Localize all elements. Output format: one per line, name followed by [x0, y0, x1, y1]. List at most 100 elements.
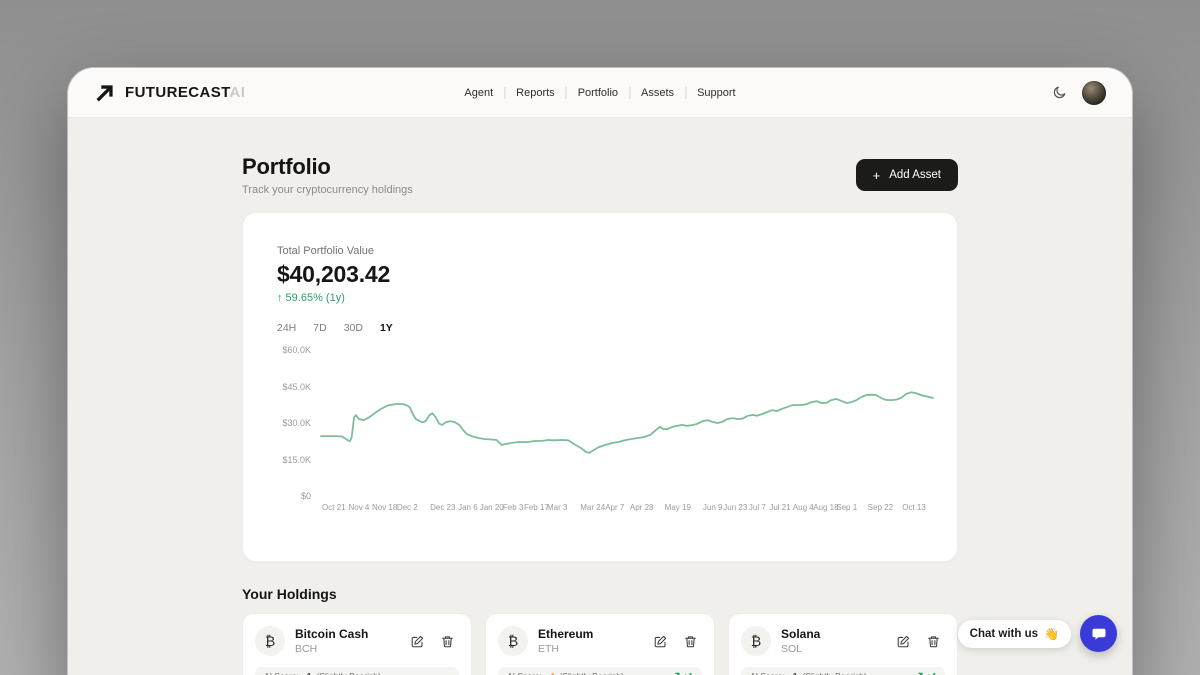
nav-item-assets[interactable]: Assets — [641, 86, 675, 99]
arrow-up-right-logo-icon — [96, 84, 113, 102]
nav-separator — [565, 86, 567, 99]
trash-icon — [928, 635, 939, 647]
chat-button[interactable] — [1080, 615, 1117, 652]
x-axis-label: Feb 17 — [523, 503, 549, 512]
time-range-tabs: 24H 7D 30D 1Y — [277, 322, 933, 334]
score-trend-value: +1 — [683, 671, 693, 675]
coin-icon: ₿ — [498, 626, 528, 656]
user-avatar[interactable] — [1082, 80, 1106, 105]
y-axis-label: $15.0K — [282, 454, 311, 465]
ai-score-badge: AI Score: -1 (Slightly Bearish) — [255, 667, 459, 675]
x-axis-label: Sep 1 — [836, 503, 858, 512]
total-value-change: ↑ 59.65% (1y) — [277, 292, 345, 304]
y-axis-label: $45.0K — [282, 381, 311, 392]
chat-pill-label: Chat with us — [969, 627, 1039, 640]
main-nav: Agent Reports Portfolio Assets Support — [464, 86, 736, 99]
moon-icon — [1053, 86, 1066, 99]
y-axis-label: $0 — [300, 491, 311, 501]
score-trend: +4 — [912, 671, 936, 675]
delete-holding-button[interactable] — [925, 633, 942, 650]
x-axis-label: Jan 6 — [458, 503, 478, 512]
app-header: FUTURECASTAI Agent Reports Portfolio Assets… — [68, 68, 1132, 118]
theme-toggle-button[interactable] — [1052, 85, 1067, 100]
holding-card-sol: ₿ Solana SOL AI Score: -1 (Slightly Bearish) +… — [728, 613, 958, 675]
x-axis-label: Dec 23 — [430, 503, 456, 512]
range-tab-7d[interactable]: 7D — [313, 322, 327, 334]
brand-name: FUTURECASTAI — [125, 84, 246, 101]
coin-icon: ₿ — [741, 626, 771, 656]
x-axis-label: Aug 18 — [813, 503, 839, 512]
chat-widget: Chat with us 👋 — [957, 615, 1117, 652]
trend-up-icon — [673, 672, 680, 675]
chat-with-us-pill[interactable]: Chat with us 👋 — [957, 619, 1071, 648]
brand-logo[interactable]: FUTURECASTAI — [94, 82, 245, 104]
add-asset-button[interactable]: + Add Asset — [855, 159, 958, 191]
ai-score-label: AI Score: — [750, 671, 785, 675]
page-header: Portfolio Track your cryptocurrency hold… — [242, 154, 958, 196]
chart-x-axis: Oct 21 Nov 4 Nov 18 Dec 2 Dec 23 Jan 6 Jan 20 F… — [321, 503, 933, 515]
ai-score-descriptor: (Slightly Bearish) — [560, 671, 624, 675]
x-axis-label: Feb 3 — [502, 503, 524, 512]
trash-icon — [685, 635, 696, 647]
page-subtitle: Track your cryptocurrency holdings — [242, 184, 413, 196]
x-axis-label: Aug 4 — [792, 503, 814, 512]
edit-icon — [411, 635, 424, 647]
ai-score-descriptor: (Slightly Bearish) — [317, 671, 381, 675]
x-axis-label: Mar 24 — [580, 503, 606, 512]
nav-item-portfolio[interactable]: Portfolio — [577, 86, 619, 99]
delete-holding-button[interactable] — [682, 633, 699, 650]
nav-separator — [629, 86, 631, 99]
chart-plot-area — [321, 350, 933, 496]
x-axis-label: Jul 7 — [748, 503, 766, 512]
brand-suffix: AI — [229, 84, 246, 101]
holding-name: Bitcoin Cash — [295, 627, 369, 641]
nav-separator — [504, 86, 506, 99]
ai-score-value: -1 — [304, 671, 312, 675]
holding-name: Ethereum — [538, 627, 594, 641]
nav-item-reports[interactable]: Reports — [516, 86, 555, 99]
x-axis-label: Nov 18 — [371, 503, 398, 512]
edit-icon — [897, 635, 910, 647]
holdings-section-title: Your Holdings — [242, 586, 337, 602]
x-axis-label: Apr 7 — [605, 503, 625, 512]
delete-holding-button[interactable] — [439, 633, 456, 650]
x-axis-label: Sep 22 — [867, 503, 894, 512]
portfolio-value-card: Total Portfolio Value $40,203.42 ↑ 59.65… — [242, 212, 958, 562]
x-axis-label: Jun 9 — [702, 503, 723, 512]
ai-score-badge: AI Score: -4 (Slightly Bearish) +1 — [498, 667, 702, 675]
nav-item-support[interactable]: Support — [697, 86, 736, 99]
range-tab-24h[interactable]: 24H — [277, 322, 297, 334]
nav-separator — [685, 86, 687, 99]
edit-holding-button[interactable] — [895, 633, 912, 650]
y-axis-label: $30.0K — [282, 418, 311, 428]
x-axis-label: Jul 21 — [769, 503, 791, 512]
x-axis-label: Dec 2 — [396, 503, 418, 512]
total-value-label: Total Portfolio Value — [277, 245, 375, 257]
holding-symbol: SOL — [781, 643, 803, 655]
trash-icon — [442, 635, 453, 647]
x-axis-label: Mar 3 — [546, 503, 568, 512]
edit-holding-button[interactable] — [409, 633, 426, 650]
ai-score-label: AI Score: — [507, 671, 542, 675]
ai-score-badge: AI Score: -1 (Slightly Bearish) +4 — [741, 667, 945, 675]
add-asset-label: Add Asset — [889, 169, 941, 181]
total-value-amount: $40,203.42 — [277, 261, 391, 287]
header-actions — [1052, 80, 1106, 105]
nav-item-agent[interactable]: Agent — [464, 86, 494, 99]
trend-up-icon — [916, 672, 923, 675]
x-axis-label: May 19 — [664, 503, 691, 512]
score-trend: +1 — [669, 671, 693, 675]
range-tab-1y[interactable]: 1Y — [379, 322, 393, 334]
edit-icon — [654, 635, 667, 647]
app-window: FUTURECASTAI Agent Reports Portfolio Assets… — [68, 68, 1132, 675]
speech-bubble-icon — [1092, 628, 1105, 640]
coin-icon: ₿ — [255, 626, 285, 656]
portfolio-line-chart: $60.0K $45.0K $30.0K $15.0K $0 Oct 21 Nov 4 No… — [277, 345, 933, 518]
holding-symbol: BCH — [295, 643, 318, 655]
score-trend-value: +4 — [926, 671, 936, 675]
x-axis-label: Oct 21 — [322, 503, 346, 512]
portfolio-line-series — [321, 392, 933, 453]
edit-holding-button[interactable] — [652, 633, 669, 650]
range-tab-30d[interactable]: 30D — [343, 322, 363, 334]
